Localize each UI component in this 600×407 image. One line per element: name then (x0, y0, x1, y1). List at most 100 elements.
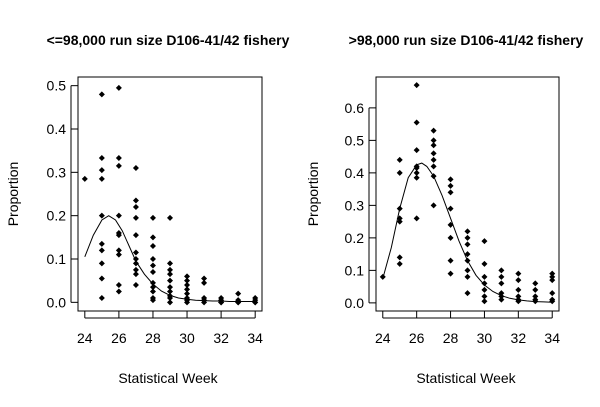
data-point (98, 91, 105, 98)
data-point (149, 243, 156, 249)
y-tick-label: 0.1 (345, 262, 365, 278)
data-point (149, 234, 156, 241)
data-point (430, 202, 437, 209)
data-point (149, 269, 156, 275)
data-point (132, 204, 139, 210)
data-point (464, 290, 471, 297)
data-point (413, 215, 420, 222)
x-tick-label: 32 (511, 330, 527, 346)
data-point (481, 280, 488, 287)
data-point (149, 214, 156, 221)
data-point (132, 232, 139, 239)
data-point (98, 212, 105, 219)
data-point (447, 189, 454, 196)
y-tick-label: 0.5 (345, 132, 365, 148)
data-point (549, 298, 556, 305)
data-point (132, 282, 139, 288)
data-point (464, 273, 471, 280)
data-point (184, 299, 191, 306)
data-point (115, 84, 122, 91)
left-panel: <=98,000 run size D106-41/42 fishery 24 26… (5, 32, 290, 386)
data-point (396, 169, 403, 176)
data-point (252, 299, 259, 306)
data-point (98, 175, 105, 182)
data-point (413, 169, 420, 176)
data-point (98, 260, 105, 267)
data-point (413, 147, 420, 154)
data-point (532, 286, 539, 293)
data-point (132, 214, 139, 221)
x-tick-label: 28 (145, 330, 161, 346)
x-tick-label: 30 (179, 330, 195, 346)
data-point (184, 277, 191, 284)
data-point (132, 249, 139, 256)
y-tick-label: 0.0 (345, 295, 365, 311)
y-axis-label: Proportion (305, 162, 321, 227)
right-panel: >98,000 run size D106-41/42 fishery 24 26 2… (305, 32, 584, 386)
data-point (167, 288, 173, 295)
x-tick-label: 28 (443, 330, 459, 346)
data-point (115, 288, 122, 295)
fitted-curve (382, 162, 553, 303)
data-point (481, 260, 488, 267)
x-axis-label: Statistical Week (416, 370, 516, 386)
data-point (115, 212, 122, 219)
data-point (515, 270, 522, 277)
y-tick-label: 0.4 (47, 121, 67, 137)
data-point (447, 176, 454, 183)
data-point (184, 282, 191, 288)
x-tick-label: 34 (544, 330, 560, 346)
y-axis-label: Proportion (5, 162, 21, 227)
data-point (498, 280, 505, 287)
x-tick-label: 24 (77, 330, 93, 346)
x-axis-label: Statistical Week (118, 370, 218, 386)
x-tick-label: 26 (111, 330, 127, 346)
data-point (464, 267, 471, 274)
data-point (430, 163, 437, 170)
data-point (115, 282, 122, 288)
data-point (149, 288, 156, 295)
x-tick-label: 30 (477, 330, 493, 346)
data-point (132, 266, 139, 273)
y-tick-label: 0.5 (47, 78, 67, 94)
data-point (396, 260, 403, 267)
data-point (396, 156, 403, 163)
data-point (430, 150, 437, 157)
data-point (167, 295, 173, 301)
data-point (549, 270, 556, 277)
data-point (481, 286, 488, 293)
data-point (447, 270, 454, 277)
data-point (413, 82, 420, 89)
data-point (549, 290, 556, 297)
data-point (98, 155, 105, 162)
data-point (115, 162, 122, 169)
data-point (464, 251, 471, 258)
y-tick-label: 0.6 (345, 100, 365, 116)
data-point (115, 155, 122, 162)
x-tick-label: 24 (375, 330, 391, 346)
data-point (413, 119, 420, 126)
y-tick-label: 0.4 (345, 165, 365, 181)
data-point (549, 273, 556, 280)
data-point (167, 299, 173, 306)
data-point (481, 238, 488, 245)
chart-title: <=98,000 run size D106-41/42 fishery (47, 32, 290, 48)
data-point (498, 296, 505, 303)
data-point (396, 254, 403, 261)
data-point (532, 293, 539, 300)
plot-frame (77, 76, 263, 312)
data-point (98, 240, 105, 247)
data-point (447, 234, 454, 241)
data-point (115, 251, 122, 258)
data-point (413, 174, 420, 181)
data-point (167, 214, 173, 221)
data-point (447, 257, 454, 264)
data-point (515, 293, 522, 300)
data-point (98, 247, 105, 254)
data-point (532, 280, 539, 287)
data-point (167, 277, 173, 284)
data-point (167, 260, 173, 267)
x-tick-label: 32 (213, 330, 229, 346)
data-point (98, 167, 105, 174)
chart-title: >98,000 run size D106-41/42 fishery (349, 32, 584, 48)
